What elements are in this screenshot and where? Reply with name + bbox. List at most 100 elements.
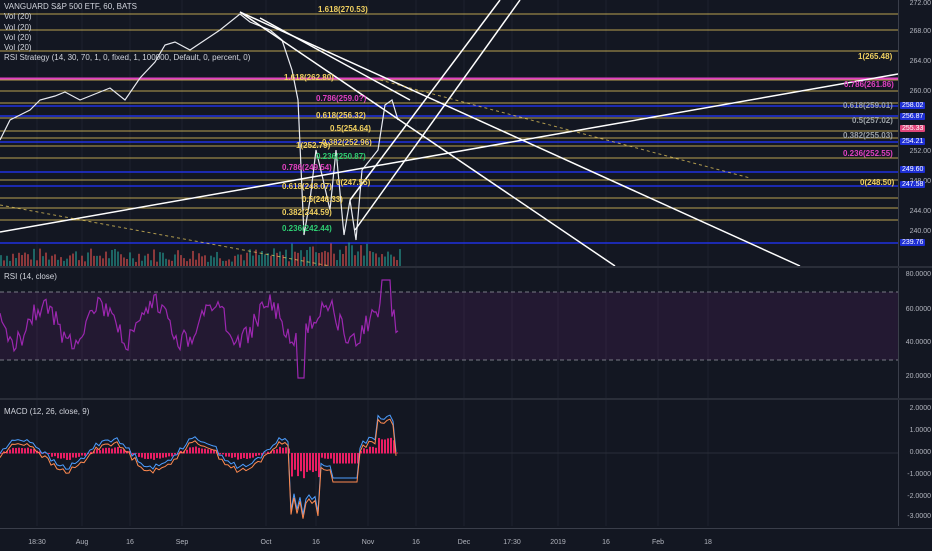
macd-histogram-bar	[366, 449, 368, 454]
macd-canvas[interactable]	[0, 400, 898, 526]
macd-histogram-bar	[195, 446, 197, 454]
macd-histogram-bar	[396, 452, 398, 454]
volume-bar	[102, 258, 104, 266]
macd-histogram-bar	[201, 448, 203, 454]
volume-bar	[303, 256, 305, 266]
indicator-legend-vol[interactable]: Vol (20)	[4, 43, 32, 53]
rsi-pane[interactable]: RSI (14, close)	[0, 268, 898, 398]
price-tick: 240.00	[909, 228, 931, 235]
volume-bar	[396, 260, 398, 266]
volume-bar	[213, 257, 215, 266]
macd-histogram-bar	[249, 453, 251, 459]
macd-histogram-bar	[192, 447, 194, 454]
fib-label: 0(248.50)	[860, 178, 895, 187]
rsi-canvas[interactable]	[0, 268, 898, 398]
macd-histogram-bar	[39, 451, 41, 454]
macd-histogram-bar	[198, 447, 200, 454]
macd-histogram-bar	[354, 453, 356, 464]
macd-histogram-bar	[153, 453, 155, 460]
indicator-legend-rsi-strategy[interactable]: RSI Strategy (14, 30, 70, 1, 0, fixed, 1…	[4, 53, 251, 63]
volume-bar	[249, 249, 251, 266]
volume-bar	[108, 258, 110, 266]
volume-bar	[51, 255, 53, 266]
price-level-badge: 258.02	[900, 102, 926, 109]
macd-histogram-bar	[381, 439, 383, 454]
volume-bar	[369, 251, 371, 266]
macd-histogram-bar	[15, 447, 17, 454]
macd-histogram-bar	[234, 453, 236, 458]
volume-bar	[126, 258, 128, 266]
macd-histogram-bar	[132, 453, 134, 455]
rsi-tick: 40.0000	[905, 339, 931, 346]
rsi-tick: 60.0000	[905, 306, 931, 313]
macd-histogram-bar	[321, 453, 323, 458]
price-tick: 264.00	[909, 58, 931, 65]
macd-histogram-bar	[81, 453, 83, 456]
volume-bar	[69, 255, 71, 266]
macd-histogram-bar	[330, 453, 332, 459]
macd-tick: -2.0000	[907, 493, 931, 500]
rsi-axis[interactable]: 80.0000 60.0000 40.0000 20.0000	[898, 268, 932, 398]
macd-histogram-bar	[372, 446, 374, 454]
macd-histogram-bar	[273, 449, 275, 454]
pane-divider[interactable]	[0, 398, 932, 400]
volume-bar	[327, 252, 329, 266]
macd-histogram-bar	[324, 453, 326, 459]
macd-histogram-bar	[222, 453, 224, 455]
volume-bar	[207, 261, 209, 266]
volume-bar	[270, 255, 272, 266]
macd-histogram-bar	[252, 453, 254, 458]
volume-bar	[288, 261, 290, 266]
volume-bar	[363, 255, 365, 266]
fib-label: 1(252.79)	[296, 141, 331, 150]
indicator-legend-vol[interactable]: Vol (20)	[4, 12, 32, 22]
price-chart-canvas[interactable]	[0, 0, 898, 266]
macd-histogram-bar	[210, 449, 212, 454]
macd-histogram-bar	[186, 449, 188, 454]
volume-bar	[174, 254, 176, 266]
macd-histogram-bar	[294, 453, 296, 470]
volume-bar	[222, 260, 224, 266]
volume-bar	[183, 258, 185, 266]
time-axis[interactable]: 18:30 Aug 16 Sep Oct 16 Nov 16 Dec 17:30…	[0, 528, 932, 551]
macd-histogram-bar	[6, 451, 8, 454]
macd-histogram-bar	[213, 450, 215, 454]
signal-line	[0, 418, 397, 519]
volume-bar	[210, 255, 212, 266]
fib-label: 0.236(242.44)	[282, 224, 332, 233]
macd-axis[interactable]: 2.0000 1.0000 0.0000 -1.0000 -2.0000 -3.…	[898, 400, 932, 526]
fib-label: 0.618(256.32)	[316, 111, 366, 120]
price-chart-pane[interactable]: VANGUARD S&P 500 ETF, 60, BATS Vol (20) …	[0, 0, 898, 266]
volume-bar	[99, 255, 101, 266]
macd-histogram-bar	[27, 447, 29, 454]
volume-bar	[216, 251, 218, 266]
macd-histogram-bar	[174, 453, 176, 455]
macd-histogram-bar	[141, 453, 143, 458]
fib-label: 0.382(255.03)	[843, 131, 893, 140]
macd-histogram-bar	[327, 453, 329, 459]
macd-histogram-bar	[387, 438, 389, 454]
macd-pane[interactable]: MACD (12, 26, close, 9)	[0, 400, 898, 526]
symbol-title[interactable]: VANGUARD S&P 500 ETF, 60, BATS	[4, 2, 137, 11]
volume-bar	[138, 253, 140, 266]
macd-legend[interactable]: MACD (12, 26, close, 9)	[4, 407, 90, 416]
macd-histogram-bar	[237, 453, 239, 460]
macd-histogram-bar	[297, 453, 299, 477]
macd-histogram-bar	[189, 447, 191, 454]
volume-bar	[393, 256, 395, 266]
volume-bar	[114, 249, 116, 266]
time-tick: 16	[126, 539, 134, 546]
macd-histogram-bar	[102, 448, 104, 454]
pane-divider[interactable]	[0, 266, 932, 268]
indicator-legend-vol[interactable]: Vol (20)	[4, 22, 32, 32]
rsi-legend[interactable]: RSI (14, close)	[4, 272, 57, 281]
rsi-tick: 20.0000	[905, 373, 931, 380]
macd-histogram-bar	[267, 451, 269, 454]
price-axis[interactable]: 272.00 268.00 264.00 260.00 252.00 248.0…	[898, 0, 932, 266]
volume-bar	[354, 255, 356, 266]
volume-bar	[246, 252, 248, 266]
macd-histogram-bar	[96, 449, 98, 454]
indicator-legend-vol[interactable]: Vol (20)	[4, 32, 32, 42]
volume-bar	[24, 252, 26, 266]
time-tick: Oct	[260, 539, 272, 546]
